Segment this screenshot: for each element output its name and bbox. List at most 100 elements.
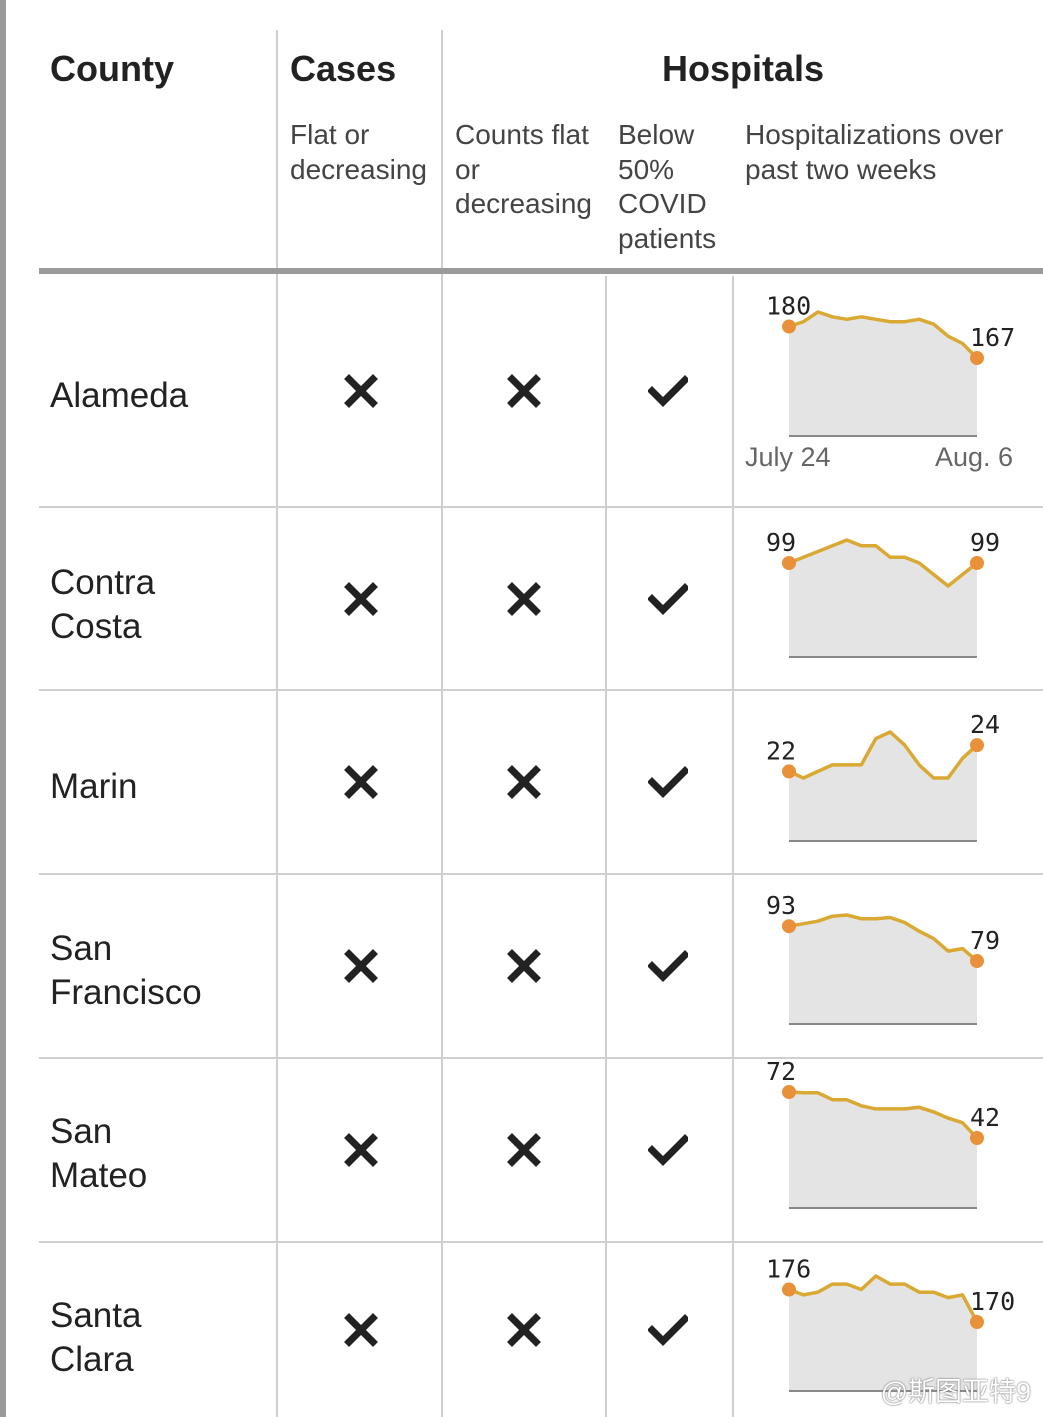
column-divider	[605, 276, 607, 1417]
sparkline-end-dot	[970, 954, 984, 968]
sparkline-start-dot	[782, 1282, 796, 1297]
header-rule	[39, 268, 1043, 274]
sparkline-end-label: 170	[970, 1287, 1015, 1316]
column-divider	[732, 276, 734, 1417]
hosp-sub-line: past two weeks	[745, 153, 937, 185]
sparkline-line	[788, 913, 979, 963]
sparkline-area	[789, 540, 977, 657]
x-icon	[504, 762, 544, 802]
county-name-line: Santa	[50, 1296, 142, 1335]
counts-sub-line: decreasing	[455, 188, 592, 219]
sparkline-start-dot	[782, 319, 796, 334]
county-name-line: Marin	[50, 767, 138, 806]
x-icon	[341, 579, 381, 619]
hospitalization-sparkline: 22 24	[766, 710, 1000, 842]
sparkline-area	[789, 1092, 977, 1208]
cases-subheader: Flat or decreasing	[290, 118, 427, 187]
below-sub-line: patients	[618, 222, 717, 254]
counts-sub-line: or	[455, 153, 480, 185]
hospitalization-sparkline: 180 167	[766, 292, 1015, 437]
check-icon	[647, 1310, 690, 1350]
counts-sub-line: Counts flat	[455, 119, 589, 150]
x-icon	[341, 1130, 381, 1170]
x-icon	[504, 946, 544, 986]
check-icon	[647, 579, 690, 619]
check-icon	[647, 371, 690, 411]
row-divider	[39, 506, 1043, 508]
sparkline-start-dot	[782, 1085, 796, 1099]
axis-start-label: July 24	[745, 442, 831, 472]
sparkline-end-dot	[970, 1131, 984, 1145]
sparkline-end-label: 99	[970, 528, 1000, 557]
sparkline-end-label: 42	[970, 1103, 1000, 1132]
sparkline-start-dot	[782, 556, 796, 570]
sparkline-line	[788, 730, 979, 780]
sparkline-line	[788, 1274, 979, 1323]
hosp-sub-line: Hospitalizations over	[745, 119, 1004, 150]
check-icon	[647, 762, 690, 802]
sparkline-line	[788, 538, 979, 588]
sparkline-area	[789, 732, 977, 841]
sparkline-start-label: 99	[766, 528, 796, 557]
row-divider	[39, 1241, 1043, 1243]
county-name-line: Mateo	[50, 1156, 148, 1195]
x-icon	[504, 579, 544, 619]
cases-sub-line: decreasing	[290, 153, 427, 185]
hospitalization-sparkline: 176 170	[766, 1255, 1015, 1392]
x-icon	[341, 371, 381, 411]
header-cases: Cases	[290, 48, 397, 89]
sparkline-start-dot	[782, 764, 796, 779]
sparkline-end-label: 24	[970, 710, 1000, 739]
county-name-line: Costa	[50, 607, 142, 646]
sparkline-start-label: 22	[766, 736, 796, 765]
x-icon	[341, 762, 381, 802]
sparkline-end-label: 79	[970, 926, 1000, 955]
sparkline-end-dot	[970, 1315, 984, 1329]
sparkline-start-label: 93	[766, 891, 796, 920]
below-subheader: Below 50% COVID patients	[618, 118, 716, 256]
sparkline-end-label: 167	[970, 323, 1015, 352]
below-sub-line: COVID	[618, 188, 707, 219]
sparkline-line	[788, 1090, 979, 1140]
county-name: San Francisco	[50, 927, 202, 1015]
hosp-subheader: Hospitalizations over past two weeks	[745, 118, 1003, 187]
sparkline-end-dot	[970, 556, 984, 570]
county-name: Marin	[50, 765, 138, 809]
sparkline-area	[789, 915, 977, 1024]
hospitalization-sparkline: 72 42	[766, 1058, 1000, 1209]
header-county: County	[50, 48, 174, 89]
below-sub-line: 50%	[618, 153, 675, 185]
sparkline-start-label: 176	[766, 1255, 811, 1284]
counts-subheader: Counts flat or decreasing	[455, 118, 592, 222]
axis-end-label: Aug. 6	[935, 442, 1014, 472]
sparkline-line	[788, 310, 979, 360]
column-divider	[276, 30, 278, 1417]
sparkline-start-label: 180	[766, 292, 811, 321]
sparkline-area	[789, 1276, 977, 1391]
county-name-line: San	[50, 929, 113, 968]
check-icon	[647, 946, 690, 986]
county-name-line: Alameda	[50, 376, 189, 415]
county-name-line: Contra	[50, 563, 156, 602]
sparkline-end-dot	[970, 738, 984, 753]
county-name: Alameda	[50, 374, 188, 418]
below-sub-line: Below	[618, 119, 695, 150]
x-icon	[504, 1310, 544, 1350]
header-hospitals: Hospitals	[662, 48, 825, 89]
hospitalization-sparkline: 93 79	[766, 891, 1000, 1025]
county-name: Santa Clara	[50, 1294, 141, 1382]
county-name-line: Clara	[50, 1340, 134, 1379]
left-border	[0, 0, 6, 1417]
row-divider	[39, 689, 1043, 691]
sparkline-start-dot	[782, 919, 796, 934]
x-icon	[341, 946, 381, 986]
x-icon	[341, 1310, 381, 1350]
x-icon	[504, 371, 544, 411]
column-divider	[441, 30, 443, 1417]
row-divider	[39, 873, 1043, 875]
check-icon	[647, 1130, 690, 1170]
sparkline-end-dot	[970, 351, 984, 365]
county-name: San Mateo	[50, 1110, 147, 1198]
county-name-line: San	[50, 1112, 113, 1151]
county-name: Contra Costa	[50, 561, 155, 649]
